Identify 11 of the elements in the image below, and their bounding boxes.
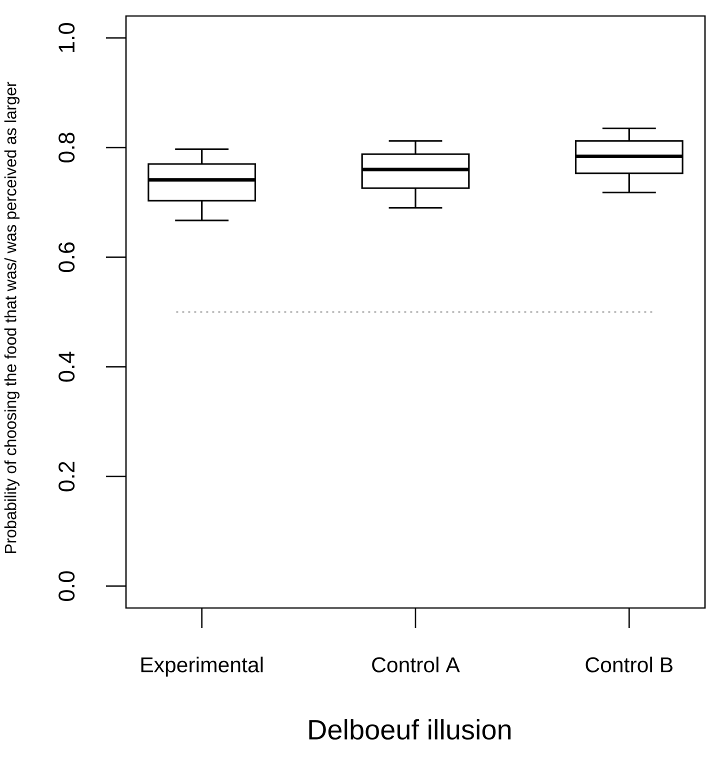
y-tick-label: 0.6 — [58, 242, 75, 272]
y-tick-label: 0.8 — [58, 132, 75, 162]
x-tick-label: Control A — [372, 656, 460, 672]
y-tick-label: 0.2 — [58, 462, 75, 492]
x-tick-label: Control B — [586, 656, 672, 672]
y-tick-label: 0.0 — [58, 571, 75, 601]
x-tick-label: Experimental — [141, 656, 263, 677]
x-axis-title: Delboeuf illusion — [309, 719, 511, 740]
y-tick-label: 1.0 — [58, 23, 75, 52]
y-tick-label: 0.4 — [58, 352, 75, 382]
y-axis-title: Probability of choosing the food that was/ was perceived as larger — [4, 82, 20, 554]
